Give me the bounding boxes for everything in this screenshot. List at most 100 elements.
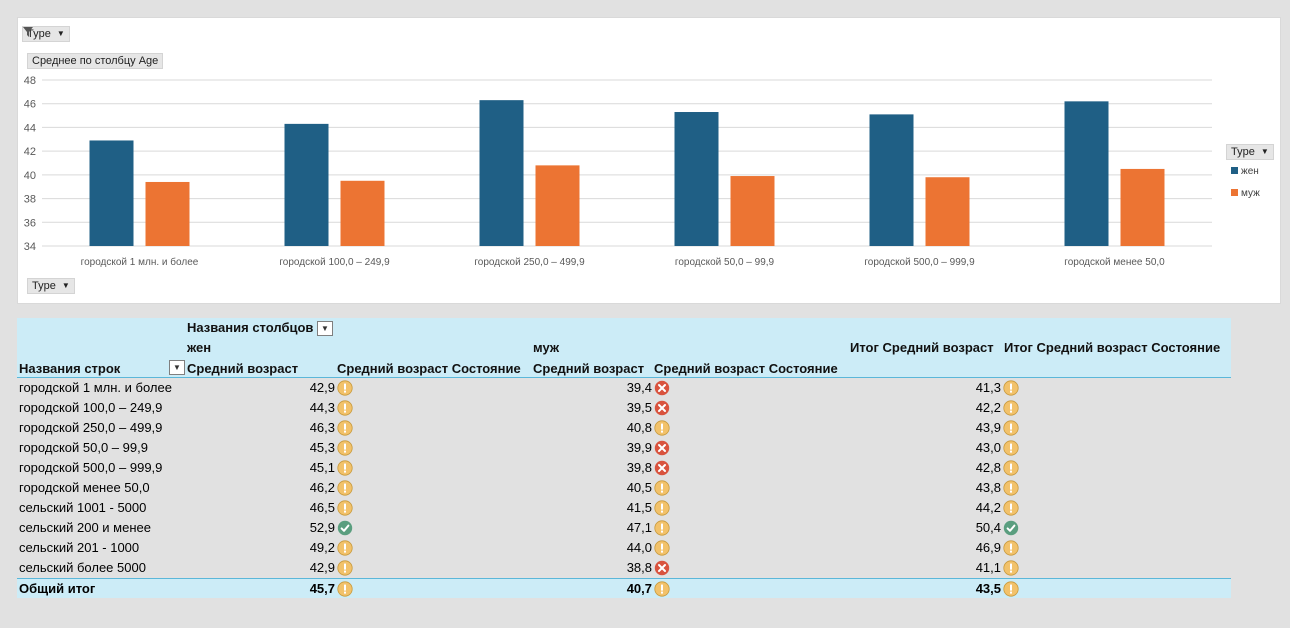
pivot-chart[interactable]: Type ▼ Среднее по столбцу Age Type ▼ Typ… (17, 17, 1281, 304)
m-avg-value[interactable]: 38,8 (626, 560, 652, 575)
group-header-f: жен (187, 340, 212, 355)
table-row[interactable]: городской 250,0 – 499,9 46,3 40,8 43,9 (17, 418, 1231, 438)
table-row[interactable]: городской 100,0 – 249,9 44,3 39,5 42,2 (17, 398, 1231, 418)
legend-swatch (1231, 189, 1238, 196)
row-label[interactable]: городской 500,0 – 999,9 (19, 460, 163, 475)
exclamation-icon (1003, 581, 1019, 597)
chart-value-button[interactable]: Среднее по столбцу Age (27, 53, 164, 69)
exclamation-icon (1003, 460, 1019, 476)
exclamation-icon (1003, 540, 1019, 556)
bar-f (479, 100, 524, 247)
m-avg-value[interactable]: 39,8 (626, 460, 652, 475)
f-avg-value[interactable]: 45,1 (309, 460, 335, 475)
exclamation-icon (337, 560, 353, 576)
m-avg-value[interactable]: 40,5 (626, 480, 652, 495)
f-avg-value[interactable]: 46,2 (309, 480, 335, 495)
table-row[interactable]: сельский более 5000 42,9 38,8 41,1 (17, 558, 1231, 578)
exclamation-icon (654, 520, 670, 536)
total-row[interactable]: Общий итог 45,7 40,7 43,5 (17, 578, 1231, 598)
row-label[interactable]: Общий итог (19, 581, 96, 596)
row-label[interactable]: сельский 1001 - 5000 (19, 500, 147, 515)
y-tick-label: 34 (24, 241, 36, 253)
check-icon (337, 520, 353, 536)
m-avg-value[interactable]: 39,9 (626, 440, 652, 455)
x-tick-label: городской 500,0 – 999,9 (864, 257, 975, 268)
chart-axis-button[interactable]: Type ▼ (27, 278, 75, 294)
total-avg-value[interactable]: 50,4 (975, 520, 1001, 535)
table-row[interactable]: сельский 201 - 1000 49,2 44,0 46,9 (17, 538, 1231, 558)
total-avg-value[interactable]: 41,3 (975, 380, 1001, 395)
f-avg-value[interactable]: 42,9 (309, 560, 335, 575)
m-avg-value[interactable]: 47,1 (626, 520, 652, 535)
column-line (1001, 0, 1002, 628)
group-header-m: муж (533, 340, 560, 355)
total-avg-value[interactable]: 44,2 (975, 500, 1001, 515)
f-avg-value[interactable]: 52,9 (309, 520, 335, 535)
f-avg-value[interactable]: 44,3 (309, 400, 335, 415)
x-tick-label: городской 100,0 – 249,9 (279, 257, 390, 268)
dropdown-arrow-icon: ▼ (1260, 147, 1269, 156)
total-avg-value[interactable]: 42,8 (975, 460, 1001, 475)
legend-item-f[interactable]: жен (1231, 166, 1259, 177)
pivot-header (17, 318, 1231, 378)
bar-m (730, 176, 775, 246)
exclamation-icon (337, 460, 353, 476)
f-avg-value[interactable]: 49,2 (309, 540, 335, 555)
cross-icon (654, 400, 670, 416)
m-avg-value[interactable]: 39,5 (626, 400, 652, 415)
exclamation-icon (654, 540, 670, 556)
legend-item-m[interactable]: муж (1231, 188, 1260, 199)
f-avg-value[interactable]: 46,3 (309, 420, 335, 435)
table-row[interactable]: сельский 200 и менее 52,9 47,1 50,4 (17, 518, 1231, 538)
m-avg-value[interactable]: 39,4 (626, 380, 652, 395)
total-avg-value[interactable]: 41,1 (975, 560, 1001, 575)
chart-legend-button[interactable]: Type ▼ (1226, 144, 1274, 160)
row-label[interactable]: городской 50,0 – 99,9 (19, 440, 148, 455)
row-label[interactable]: сельский 200 и менее (19, 520, 151, 535)
row-filter-button[interactable]: ▼ (169, 360, 185, 375)
exclamation-icon (1003, 380, 1019, 396)
chart-filter-button[interactable]: Type ▼ (22, 26, 70, 42)
f-avg-value[interactable]: 42,9 (309, 380, 335, 395)
total-avg-value[interactable]: 43,8 (975, 480, 1001, 495)
row-label[interactable]: сельский 201 - 1000 (19, 540, 140, 555)
exclamation-icon (654, 500, 670, 516)
m-avg-value[interactable]: 40,8 (626, 420, 652, 435)
total-avg-value[interactable]: 43,9 (975, 420, 1001, 435)
m-avg-value[interactable]: 40,7 (626, 581, 652, 596)
column-filter-button[interactable]: ▼ (317, 321, 333, 336)
table-row[interactable]: городской 1 млн. и более 42,9 39,4 41,3 (17, 378, 1231, 398)
legend-label: жен (1241, 166, 1259, 177)
f-avg-value[interactable]: 46,5 (309, 500, 335, 515)
total-avg-value[interactable]: 46,9 (975, 540, 1001, 555)
exclamation-icon (337, 581, 353, 597)
total-avg-value[interactable]: 42,2 (975, 400, 1001, 415)
f-avg-header: Средний возраст (187, 361, 299, 376)
table-row[interactable]: сельский 1001 - 5000 46,5 41,5 44,2 (17, 498, 1231, 518)
cross-icon (654, 460, 670, 476)
m-avg-value[interactable]: 44,0 (626, 540, 652, 555)
bar-f (89, 140, 134, 246)
table-row[interactable]: городской 50,0 – 99,9 45,3 39,9 43,0 (17, 438, 1231, 458)
f-avg-value[interactable]: 45,7 (309, 581, 335, 596)
row-label[interactable]: городской 100,0 – 249,9 (19, 400, 163, 415)
bar-m (340, 180, 385, 246)
dropdown-arrow-icon: ▼ (56, 29, 65, 38)
total-avg-value[interactable]: 43,0 (975, 440, 1001, 455)
exclamation-icon (1003, 440, 1019, 456)
value-button-label: Среднее по столбцу Age (32, 55, 159, 67)
cross-icon (654, 380, 670, 396)
row-label[interactable]: сельский более 5000 (19, 560, 146, 575)
m-avg-value[interactable]: 41,5 (626, 500, 652, 515)
x-tick-label: городской 50,0 – 99,9 (675, 257, 775, 268)
row-label[interactable]: городской менее 50,0 (19, 480, 150, 495)
row-label[interactable]: городской 250,0 – 499,9 (19, 420, 163, 435)
row-label[interactable]: городской 1 млн. и более (19, 380, 172, 395)
exclamation-icon (1003, 480, 1019, 496)
total-avg-value[interactable]: 43,5 (975, 581, 1001, 596)
y-tick-label: 44 (24, 122, 36, 134)
table-row[interactable]: городской менее 50,0 46,2 40,5 43,8 (17, 478, 1231, 498)
f-avg-value[interactable]: 45,3 (309, 440, 335, 455)
table-row[interactable]: городской 500,0 – 999,9 45,1 39,8 42,8 (17, 458, 1231, 478)
x-tick-label: городской 250,0 – 499,9 (474, 257, 585, 268)
